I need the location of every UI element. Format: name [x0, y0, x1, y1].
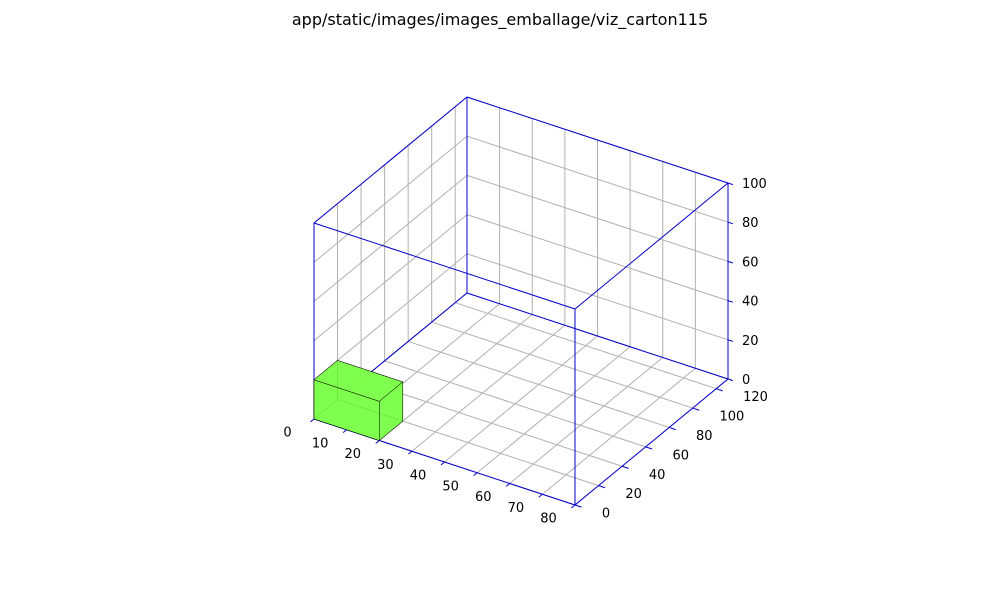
grid-line [407, 340, 670, 428]
container-edge [466, 96, 729, 184]
container-edge [574, 182, 729, 310]
item-face [313, 360, 404, 402]
grid-line [444, 335, 598, 463]
grid-line [411, 324, 566, 452]
z-tick-mark [727, 260, 734, 264]
y-tick-label: 60 [672, 448, 689, 463]
x-tick-mark [342, 429, 347, 434]
grid-line [384, 360, 646, 448]
x-tick-mark [473, 472, 478, 477]
grid-line [542, 367, 696, 495]
z-tick-mark [727, 378, 734, 382]
z-tick-label: 100 [742, 177, 767, 192]
container-box [310, 96, 734, 509]
y-tick-mark [716, 388, 723, 392]
chart-title: app/static/images/images_emballage/viz_c… [292, 10, 708, 30]
z-tick-mark [727, 300, 734, 303]
x-tick-label: 0 [283, 426, 291, 441]
x-tick-mark [538, 493, 543, 498]
grid-line [476, 346, 631, 474]
z-tick-label: 80 [742, 216, 759, 231]
y-tick-mark [668, 426, 676, 431]
grid-line [313, 253, 468, 381]
container-edge [313, 222, 576, 310]
y-tick-label: 80 [696, 429, 713, 444]
x-tick-mark [571, 504, 576, 509]
y-tick-label: 20 [625, 487, 642, 502]
x-tick-label: 40 [410, 469, 427, 484]
y-tick-mark [621, 465, 629, 469]
x-tick-label: 80 [540, 512, 557, 527]
z-tick-mark [727, 339, 734, 342]
grid-line [431, 321, 693, 409]
container-edge [313, 96, 468, 224]
x-tick-label: 50 [442, 479, 459, 494]
packed-item [313, 359, 404, 442]
grid-line [466, 214, 729, 302]
x-tick-mark [408, 450, 413, 455]
z-tick-mark [727, 221, 734, 225]
x-tick-label: 30 [377, 458, 394, 473]
x-tick-label: 60 [475, 490, 492, 505]
z-tick-label: 60 [742, 255, 759, 270]
packed-items [313, 359, 404, 442]
z-tick-label: 0 [742, 373, 750, 388]
y-tick-mark [692, 407, 700, 411]
y-tick-mark [645, 446, 653, 450]
grid-line [313, 135, 468, 263]
y-tick-label: 120 [743, 390, 768, 405]
z-tick-mark [727, 182, 734, 186]
container-edge [466, 292, 729, 380]
x-tick-label: 20 [344, 447, 361, 462]
grid-line [466, 174, 729, 262]
z-tick-label: 40 [742, 295, 759, 310]
y-tick-mark [598, 485, 606, 489]
grid-line [466, 135, 729, 223]
grid-line [313, 175, 468, 302]
grid-lines [313, 96, 729, 506]
y-tick-mark [574, 504, 582, 508]
grid-line [455, 302, 717, 390]
x-tick-mark [440, 461, 445, 466]
grid-line [313, 214, 468, 341]
grid-line [360, 379, 623, 467]
grid-line [466, 253, 729, 341]
grid-line [378, 314, 533, 441]
grid-line [509, 357, 664, 484]
z-tick-label: 20 [742, 334, 759, 349]
y-tick-label: 40 [649, 468, 666, 483]
x-tick-mark [505, 483, 511, 487]
x-tick-label: 70 [508, 501, 525, 516]
container-edge [574, 378, 729, 506]
x-tick-label: 10 [312, 436, 329, 451]
y-tick-label: 0 [602, 507, 610, 522]
tick-labels: 0 10 20 30 40 50 60 70 80 0 20 40 60 80 100 120 0 20 40 60 8… [283, 177, 768, 527]
x-tick-mark [375, 440, 380, 444]
y-tick-label: 100 [720, 410, 745, 425]
x-tick-mark [310, 418, 315, 423]
